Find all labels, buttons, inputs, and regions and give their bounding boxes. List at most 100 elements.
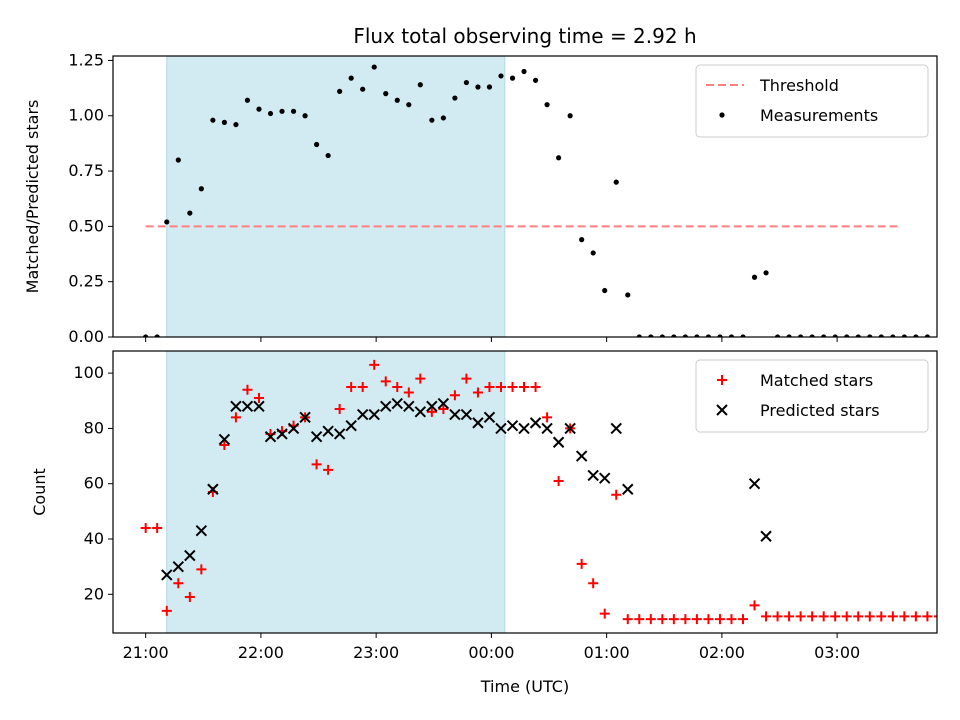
data-point (437, 397, 450, 410)
data-point (380, 400, 392, 413)
data-point (152, 522, 163, 533)
data-point (717, 334, 723, 337)
axes-frame (112, 55, 938, 338)
data-point (705, 334, 712, 337)
data-point (587, 469, 599, 482)
data-point (901, 334, 907, 337)
data-point (394, 97, 400, 103)
data-point (325, 152, 331, 159)
data-point (279, 108, 285, 114)
data-point (542, 412, 553, 423)
data-point (161, 605, 172, 616)
x-axis-label: Time (UTC) (480, 677, 569, 696)
legend-label: Predicted stars (760, 401, 880, 420)
legend-box (695, 359, 929, 433)
y-tick-label: 0.00 (68, 327, 104, 346)
data-point (552, 436, 565, 448)
y-tick-label: 0.25 (68, 272, 104, 291)
data-point (634, 614, 645, 625)
chart-title: Flux total observing time = 2.92 h (353, 24, 696, 48)
data-point (544, 102, 550, 108)
data-point (267, 110, 274, 117)
data-point (426, 406, 437, 417)
data-point (622, 614, 633, 625)
data-point (311, 459, 322, 470)
data-point (774, 334, 781, 337)
data-point (795, 611, 806, 622)
data-point (184, 592, 195, 603)
data-point (529, 417, 542, 429)
data-point (645, 614, 656, 625)
data-point (576, 558, 587, 569)
data-point (302, 113, 308, 119)
data-point (230, 400, 242, 413)
legend-swatch (716, 404, 728, 416)
data-point (948, 334, 953, 339)
data-point (173, 578, 184, 589)
data-point (196, 564, 207, 575)
x-tick-label: 22:00 (238, 643, 284, 662)
y-tick-label: 80 (84, 418, 104, 437)
data-point (933, 615, 937, 618)
data-point (599, 472, 611, 484)
x-tick-label: 01:00 (584, 643, 630, 662)
data-point (841, 611, 852, 622)
data-point (348, 75, 354, 81)
data-point (403, 387, 414, 398)
data-point (579, 237, 585, 243)
data-point (299, 411, 311, 424)
data-point (310, 430, 323, 443)
data-point (322, 425, 334, 437)
data-point (760, 530, 772, 542)
data-point (383, 91, 389, 97)
data-point (417, 82, 423, 88)
data-point (648, 334, 654, 337)
data-point (668, 614, 679, 625)
x-tick-label: 00:00 (468, 643, 514, 662)
data-point (867, 334, 873, 337)
x-tick-label: 02:00 (699, 643, 745, 662)
observing-window (166, 55, 506, 338)
data-point (798, 334, 804, 337)
x-tick-label: 03:00 (814, 643, 860, 662)
data-point (691, 614, 702, 625)
legend-label: Matched stars (760, 371, 873, 390)
data-point (369, 359, 380, 370)
data-point (613, 179, 619, 185)
data-point (346, 381, 357, 392)
data-point (887, 611, 898, 622)
data-point (945, 611, 955, 621)
data-point (406, 102, 412, 108)
data-point (590, 250, 596, 256)
data-point (657, 614, 668, 625)
data-point (449, 390, 460, 401)
data-point (749, 600, 760, 611)
data-point (922, 611, 933, 622)
data-point (472, 387, 483, 398)
data-point (154, 334, 160, 337)
data-point (264, 430, 277, 443)
data-point (452, 95, 458, 101)
data-point (463, 79, 470, 86)
data-point (221, 119, 228, 125)
observing-window (166, 350, 506, 634)
legend-box (695, 64, 929, 138)
y-tick-label: 100 (73, 363, 104, 382)
data-point (357, 381, 368, 392)
data-point (636, 334, 642, 337)
y-tick-label: 60 (84, 474, 104, 493)
data-point (495, 422, 507, 435)
legend-label: Measurements (760, 106, 878, 125)
data-point (728, 334, 735, 337)
data-point (611, 489, 622, 500)
data-point (680, 614, 691, 625)
data-point (807, 611, 818, 622)
data-point (483, 411, 496, 424)
legend-label: Threshold (759, 76, 839, 95)
data-point (460, 408, 473, 421)
data-point (567, 113, 573, 119)
data-point (541, 422, 553, 435)
data-point (924, 334, 930, 337)
data-point (429, 117, 435, 123)
